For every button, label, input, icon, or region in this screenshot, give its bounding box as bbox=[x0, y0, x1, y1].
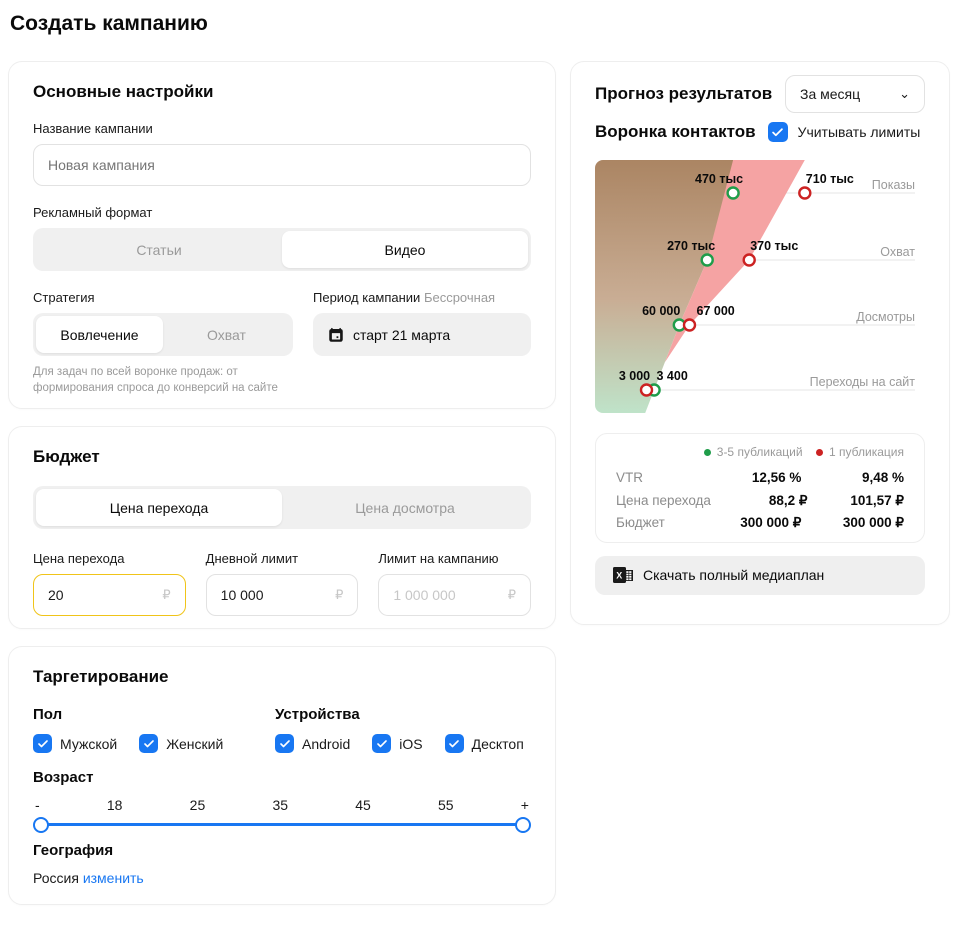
svg-text:710 тыс: 710 тыс bbox=[806, 172, 854, 186]
svg-text:470 тыс: 470 тыс bbox=[695, 172, 743, 186]
svg-text:370 тыс: 370 тыс bbox=[750, 239, 798, 253]
svg-text:Показы: Показы bbox=[872, 178, 915, 192]
svg-text:3 400: 3 400 bbox=[657, 369, 688, 383]
svg-text:67 000: 67 000 bbox=[697, 304, 735, 318]
svg-text:60 000: 60 000 bbox=[642, 304, 680, 318]
svg-text:Переходы на сайт: Переходы на сайт bbox=[810, 375, 915, 389]
svg-text:Досмотры: Досмотры bbox=[856, 310, 915, 324]
svg-text:Охват: Охват bbox=[880, 245, 915, 259]
svg-text:270 тыс: 270 тыс bbox=[667, 239, 715, 253]
svg-text:3 000: 3 000 bbox=[619, 369, 650, 383]
svg-text:X: X bbox=[616, 571, 622, 581]
